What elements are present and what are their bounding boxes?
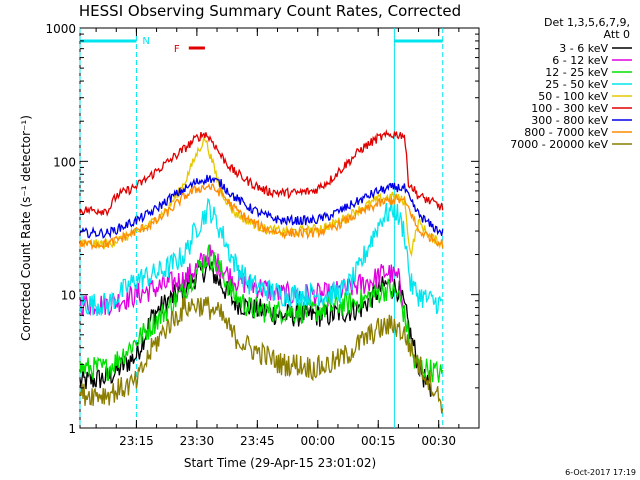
y-tick-label: 1 <box>68 422 76 436</box>
legend-label: 800 - 7000 keV <box>524 126 608 139</box>
legend-label: 25 - 50 keV <box>545 78 608 91</box>
series-line <box>79 244 444 383</box>
y-tick-label: 10 <box>61 289 76 303</box>
series-line <box>79 296 444 414</box>
x-tick-label: 00:15 <box>361 434 396 448</box>
chart-title: HESSI Observing Summary Count Rates, Cor… <box>79 2 461 20</box>
x-tick-label: 00:00 <box>300 434 335 448</box>
series-line <box>79 197 443 317</box>
legend-label: 50 - 100 keV <box>538 90 608 103</box>
series-line <box>79 174 444 239</box>
legend-label: 300 - 800 keV <box>531 114 608 127</box>
y-axis-label: Corrected Count Rate (s⁻¹ detector⁻¹) <box>19 115 33 341</box>
x-tick-label: 23:30 <box>180 434 215 448</box>
x-axis-label: Start Time (29-Apr-15 23:01:02) <box>184 456 376 470</box>
legend-label: 12 - 25 keV <box>545 66 608 79</box>
x-tick-label: 23:15 <box>119 434 154 448</box>
legend-label: 7000 - 20000 keV <box>510 138 608 151</box>
series-line <box>79 128 444 217</box>
y-axis: 1 10 100 1000 <box>45 22 479 436</box>
legend-label: 6 - 12 keV <box>552 54 608 67</box>
legend-header: Att 0 <box>604 28 630 41</box>
series-layer <box>79 128 444 414</box>
legend-header: Det 1,3,5,6,7,9, <box>544 16 630 29</box>
x-axis: 23:15 23:30 23:45 00:00 00:15 00:30 <box>95 28 460 448</box>
series-line <box>79 244 405 317</box>
x-tick-label: 00:30 <box>421 434 456 448</box>
series-line <box>79 136 444 258</box>
y-tick-label: 1000 <box>45 22 76 36</box>
series-line <box>79 182 444 251</box>
footer-date: 6-Oct-2017 17:19 <box>565 468 636 477</box>
series-line <box>79 261 432 397</box>
y-tick-label: 100 <box>53 155 76 169</box>
night-markers: NF <box>79 28 444 428</box>
legend-label: 100 - 300 keV <box>531 102 608 115</box>
flare-label: F <box>174 44 180 55</box>
legend-label: 3 - 6 keV <box>559 42 608 55</box>
x-tick-label: 23:45 <box>240 434 275 448</box>
night-label: N <box>142 36 149 47</box>
